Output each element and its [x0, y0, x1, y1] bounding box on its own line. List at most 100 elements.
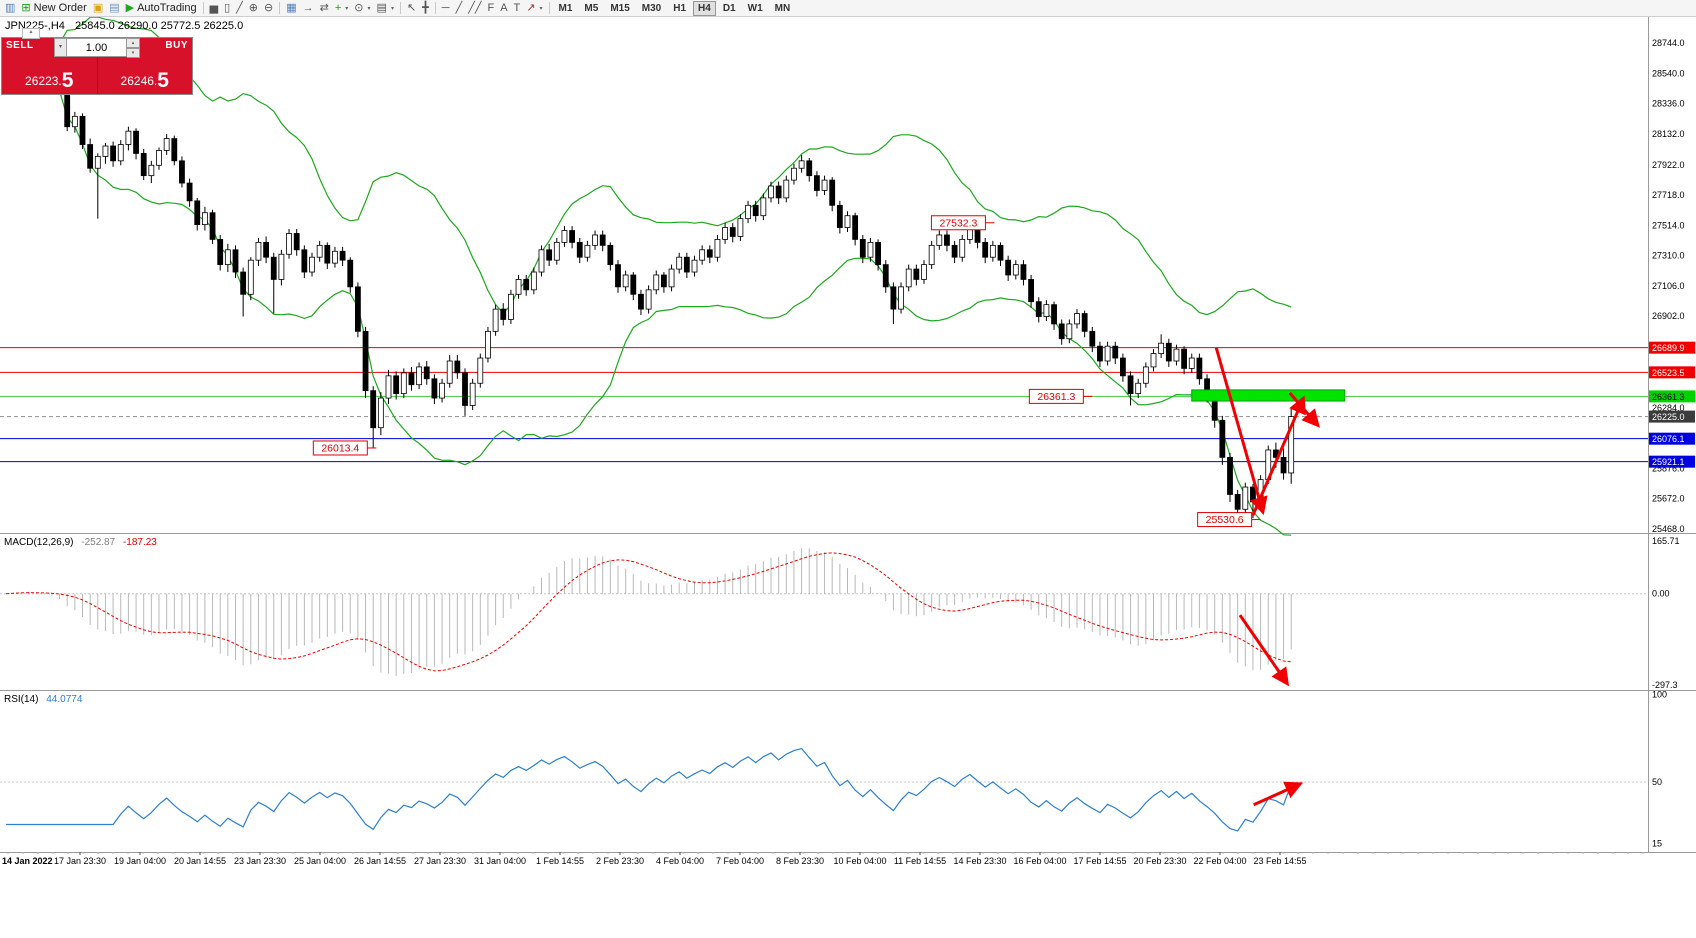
rsi-indicator-label: RSI(14) 44.0774 [4, 694, 82, 705]
timeframe-M5[interactable]: M5 [584, 2, 599, 14]
new-order-icon: ⊞ [21, 1, 31, 14]
trend-arrow [1251, 395, 1306, 516]
bar-chart-icon: ▅ [209, 1, 219, 14]
equidistant-channel-button[interactable]: ╱╱ [465, 1, 484, 16]
timeframe-W1[interactable]: W1 [747, 2, 763, 14]
horizontal-line-icon: ─ [441, 1, 450, 14]
svg-text:27532.3: 27532.3 [939, 217, 977, 229]
templates-button[interactable]: ▤ ▾ [374, 1, 397, 16]
macd-signal-value: -187.23 [122, 537, 157, 548]
svg-text:27922.0: 27922.0 [1652, 160, 1685, 170]
bollinger-upper [5, 17, 1292, 316]
svg-text:27514.0: 27514.0 [1652, 220, 1685, 230]
auto-scroll-icon: → [302, 1, 314, 14]
buy-price: 26246.5 [98, 70, 193, 91]
volume-input[interactable] [67, 38, 127, 57]
macd-name: MACD(12,26,9) [4, 537, 74, 548]
trendline-icon: ╱ [455, 1, 463, 14]
tile-windows-icon: ▦ [286, 1, 297, 14]
market-watch-button[interactable]: ▤ [106, 1, 122, 16]
trendline-button[interactable]: ╱ [453, 1, 466, 16]
indicators-icon: + [334, 1, 342, 14]
svg-text:27310.0: 27310.0 [1652, 251, 1685, 261]
timeframe-D1[interactable]: D1 [722, 2, 736, 14]
zoom-out-button[interactable]: ⊖ [261, 1, 276, 16]
volume-dropdown-button[interactable]: ▾ [54, 38, 67, 57]
metaeditor-button[interactable]: ▣ [90, 1, 106, 16]
toolbar-separator [434, 2, 436, 14]
text-button[interactable]: A [497, 1, 510, 16]
svg-text:28132.0: 28132.0 [1652, 129, 1685, 139]
volume-decrease-button[interactable]: ▾ [127, 48, 140, 58]
timeframe-M1[interactable]: M1 [558, 2, 573, 14]
volume-spinner: ▴ ▾ [127, 38, 140, 58]
new-chart-icon: ▥ [5, 1, 16, 14]
zoom-in-button[interactable]: ⊕ [246, 1, 261, 16]
auto-scroll-button[interactable]: → [300, 1, 317, 16]
svg-text:26361.3: 26361.3 [1037, 391, 1075, 403]
tile-windows-button[interactable]: ▦ [283, 1, 299, 16]
periods-button[interactable]: ⊙ ▾ [351, 1, 373, 16]
indicators-button[interactable]: + ▾ [332, 1, 351, 16]
autotrading-button[interactable]: ▶ AutoTrading [123, 1, 200, 16]
cursor-button[interactable]: ↖ [404, 1, 419, 16]
svg-text:4 Feb 04:00: 4 Feb 04:00 [656, 856, 704, 866]
text-label-icon: T [513, 1, 521, 14]
sell-label: SELL [6, 40, 34, 51]
svg-text:26902.0: 26902.0 [1652, 311, 1685, 321]
chart-shift-button[interactable]: ⇄ [317, 1, 332, 16]
timeframe-M15[interactable]: M15 [610, 2, 630, 14]
svg-text:15: 15 [1652, 838, 1662, 848]
sell-price: 26223.5 [2, 70, 97, 91]
svg-text:25 Jan 04:00: 25 Jan 04:00 [294, 856, 346, 866]
crosshair-button[interactable]: ╋ [419, 1, 432, 16]
rsi-trend-arrow [1253, 781, 1304, 807]
svg-text:14 Jan 2022: 14 Jan 2022 [2, 856, 53, 866]
timeframe-MN[interactable]: MN [774, 2, 791, 14]
svg-text:22 Feb 04:00: 22 Feb 04:00 [1193, 856, 1246, 866]
svg-text:25672.0: 25672.0 [1652, 494, 1685, 504]
svg-text:-297.3: -297.3 [1652, 680, 1678, 690]
arrows-button[interactable]: ↗ ▾ [523, 1, 545, 16]
new-order-button[interactable]: ⊞ New Order [18, 1, 89, 16]
fibonacci-button[interactable]: F [484, 1, 497, 16]
rsi-line [6, 747, 1292, 832]
timeframe-H1[interactable]: H1 [673, 2, 687, 14]
svg-text:7 Feb 04:00: 7 Feb 04:00 [716, 856, 764, 866]
chevron-down-icon: ▾ [58, 44, 62, 50]
timeframe-M30[interactable]: M30 [641, 2, 662, 14]
toolbar-separator [279, 2, 281, 14]
horizontal-line-button[interactable]: ─ [439, 1, 453, 16]
svg-text:17 Feb 14:55: 17 Feb 14:55 [1073, 856, 1126, 866]
bar-chart-button[interactable]: ▅ [207, 1, 221, 16]
svg-text:14 Feb 23:30: 14 Feb 23:30 [953, 856, 1006, 866]
autotrading-icon: ▶ [125, 1, 135, 14]
one-click-collapse-button[interactable]: ▴ [22, 28, 40, 39]
svg-text:165.71: 165.71 [1652, 536, 1680, 546]
svg-text:19 Jan 04:00: 19 Jan 04:00 [114, 856, 166, 866]
svg-text:26076.1: 26076.1 [1652, 434, 1685, 444]
toolbar: ▥ ⊞ New Order ▣ ▤ ▶ AutoTrading ▅ ▯ ╱ ⊕ ⊖ ▦ → ⇄ + ▾ ⊙ ▾ ▤ ▾ ↖… [0, 0, 1696, 17]
chart-canvas[interactable]: 27532.3 26361.3 26013.4 25530.6 28744.0 28540… [0, 17, 1696, 869]
chart-ohlc-values: 25845.0 26290.0 25772.5 26225.0 [74, 20, 244, 32]
svg-text:1 Feb 14:55: 1 Feb 14:55 [536, 856, 584, 866]
text-label-button[interactable]: T [511, 1, 524, 16]
volume-control: ▾ ▴ ▾ [54, 38, 140, 58]
svg-text:31 Jan 04:00: 31 Jan 04:00 [474, 856, 526, 866]
candlestick-chart-icon: ▯ [224, 1, 231, 14]
svg-text:28540.0: 28540.0 [1652, 68, 1685, 78]
trend-arrow [1288, 391, 1320, 428]
timeframe-H4[interactable]: H4 [693, 0, 716, 16]
rsi-name: RSI(14) [4, 694, 39, 705]
buy-button[interactable]: BUY 26246.5 [97, 38, 193, 94]
candlestick-chart-button[interactable]: ▯ [221, 1, 233, 16]
volume-increase-button[interactable]: ▴ [127, 38, 140, 48]
chevron-down-icon: ▾ [345, 5, 349, 12]
svg-text:0.00: 0.00 [1652, 589, 1670, 599]
line-chart-button[interactable]: ╱ [233, 1, 246, 16]
svg-text:20 Jan 14:55: 20 Jan 14:55 [174, 856, 226, 866]
collapse-triangle-icon: ▴ [29, 29, 33, 35]
timeframe-group: M1 M5 M15 M30 H1 H4 D1 W1 MN [553, 0, 797, 16]
new-chart-button[interactable]: ▥ [2, 1, 18, 16]
svg-text:23 Feb 14:55: 23 Feb 14:55 [1253, 856, 1306, 866]
